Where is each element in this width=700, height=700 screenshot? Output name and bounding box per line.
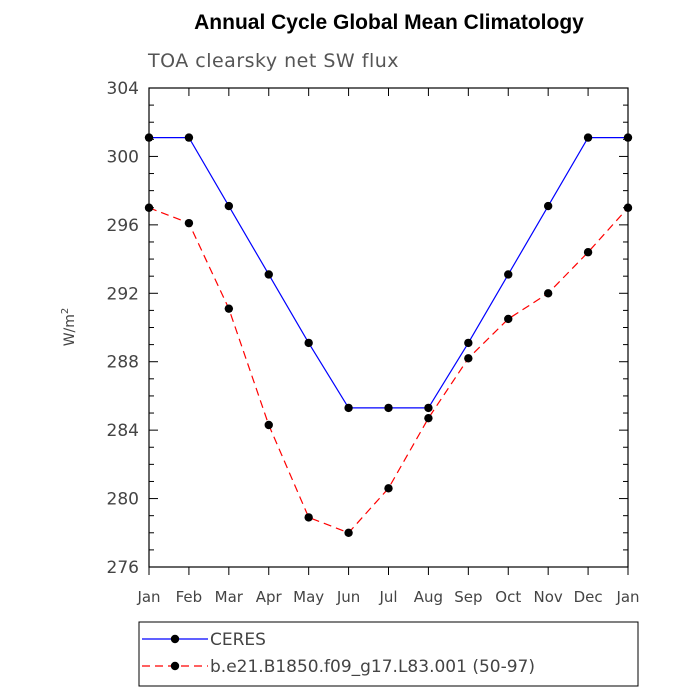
x-tick-labels: Jan Feb Mar Apr May Jun Jul Aug Sep Oct Nov Dec Jan xyxy=(136,588,639,606)
y-axis-label-superscript: 2 xyxy=(60,308,71,314)
series-0-point xyxy=(224,201,234,211)
series-1-point xyxy=(464,354,473,363)
y-axis-label-text: W/m xyxy=(62,314,78,346)
series-0-point xyxy=(504,270,513,279)
series-0-point xyxy=(583,133,593,142)
y-axis-label: W/m2 xyxy=(60,308,78,347)
x-tick-label: Mar xyxy=(215,588,244,606)
y-tick-label: 292 xyxy=(107,284,139,304)
series-1-point xyxy=(504,314,513,324)
chart-title: Annual Cycle Global Mean Climatology xyxy=(194,11,584,34)
series-0-point xyxy=(344,403,353,413)
series-1-point xyxy=(304,513,313,522)
plot-frame xyxy=(148,87,629,568)
x-tick-label: Jul xyxy=(378,588,397,606)
y-tick-labels: 276 280 284 288 292 296 300 304 xyxy=(107,79,139,578)
legend-marker-1 xyxy=(170,661,180,671)
x-tick-label: Nov xyxy=(534,588,563,606)
x-tick-label: Sep xyxy=(454,588,482,606)
series-0-point xyxy=(304,338,313,348)
series-1-point xyxy=(424,413,433,423)
x-tick-label: Jun xyxy=(336,588,360,606)
legend-box xyxy=(138,621,639,687)
svg-text:W/m2: W/m2 xyxy=(60,308,78,347)
series-1-point xyxy=(583,248,593,257)
y-tick-label: 296 xyxy=(107,216,139,236)
series-0-point xyxy=(543,201,553,211)
x-tick-label: Jan xyxy=(615,588,639,606)
series-0-point xyxy=(264,270,273,279)
series-1-point xyxy=(384,484,393,493)
y-tick-label: 276 xyxy=(107,558,139,578)
series-1-point xyxy=(264,420,273,430)
legend-label-0: CERES xyxy=(210,630,266,650)
legend: CERES b.e21.B1850.f09_g17.L83.001 (50-97) xyxy=(138,621,639,687)
axis-ticks xyxy=(148,87,629,575)
chart-subtitle: TOA clearsky net SW flux xyxy=(147,50,399,72)
series-1-point xyxy=(543,289,553,298)
x-tick-label: Dec xyxy=(574,588,603,606)
x-tick-label: Jan xyxy=(136,588,160,606)
y-tick-label: 284 xyxy=(107,421,139,441)
legend-label-1: b.e21.B1850.f09_g17.L83.001 (50-97) xyxy=(210,657,535,677)
x-tick-label: Apr xyxy=(256,588,283,606)
x-tick-label: May xyxy=(293,588,324,606)
legend-marker-0 xyxy=(170,634,180,644)
x-tick-label: Feb xyxy=(176,588,203,606)
series-group xyxy=(144,133,633,537)
x-tick-label: Oct xyxy=(495,588,521,606)
series-0-point xyxy=(424,403,433,413)
series-line-0 xyxy=(149,137,628,409)
series-1-point xyxy=(184,218,194,228)
series-0-point xyxy=(384,403,393,413)
series-1-point xyxy=(344,528,353,537)
series-0-point xyxy=(464,338,473,348)
series-0-point xyxy=(184,133,194,142)
y-tick-label: 280 xyxy=(107,490,139,510)
series-1-point xyxy=(224,304,234,313)
y-tick-label: 304 xyxy=(107,79,139,99)
y-tick-label: 288 xyxy=(107,353,139,373)
x-tick-label: Aug xyxy=(414,588,443,606)
y-tick-label: 300 xyxy=(107,147,139,167)
series-line-1 xyxy=(148,207,629,534)
